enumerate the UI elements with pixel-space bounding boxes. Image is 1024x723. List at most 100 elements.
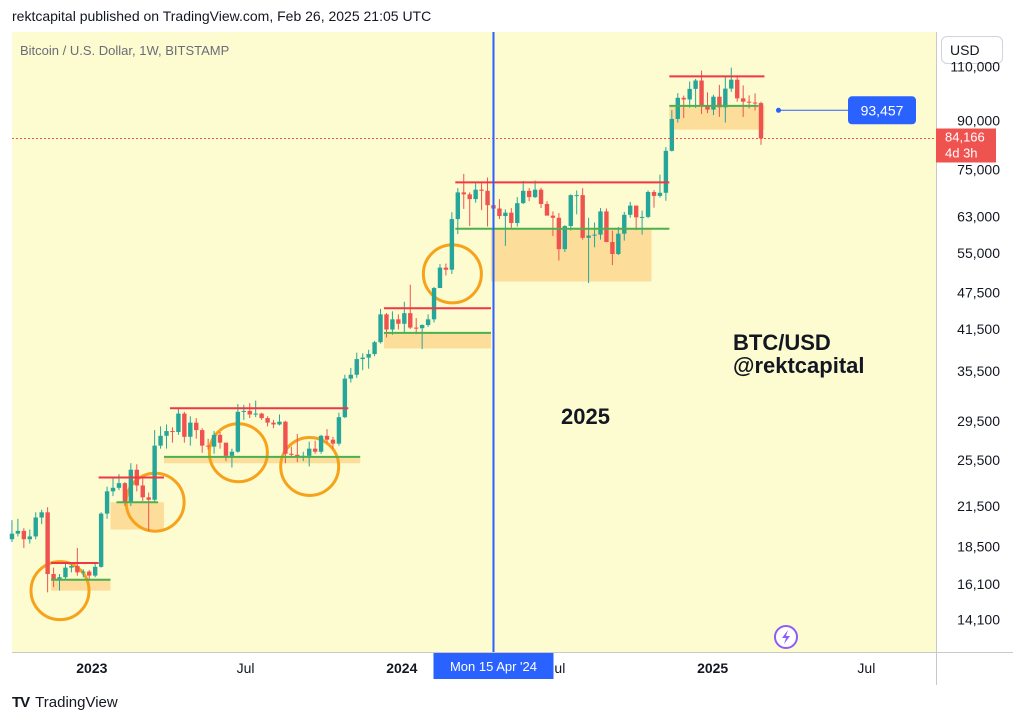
candle[interactable] [675,93,680,123]
candle[interactable] [443,263,449,276]
candle[interactable] [431,286,437,323]
candle[interactable] [277,414,282,426]
candle[interactable] [669,110,675,152]
candle[interactable] [414,318,419,335]
candle[interactable] [663,147,669,201]
candle[interactable] [188,416,193,446]
candle[interactable] [449,212,455,274]
candle[interactable] [705,92,710,114]
candle[interactable] [758,101,764,145]
candle[interactable] [544,201,550,216]
candle[interactable] [633,205,639,231]
candle[interactable] [437,264,443,289]
candle[interactable] [342,374,348,419]
candle[interactable] [45,507,50,593]
candle[interactable] [366,349,371,369]
candle[interactable] [158,426,163,449]
candle[interactable] [9,520,15,543]
candle[interactable] [241,404,247,420]
candle[interactable] [81,569,86,578]
candle[interactable] [604,208,609,243]
candle[interactable] [479,183,484,211]
candle[interactable] [687,81,692,108]
candle[interactable] [390,311,395,335]
candle[interactable] [217,431,223,449]
candle[interactable] [182,411,187,443]
candle[interactable] [271,419,276,429]
candle[interactable] [75,547,80,576]
candle[interactable] [229,448,235,468]
candle[interactable] [164,424,169,449]
candle[interactable] [199,428,205,453]
candle[interactable] [503,209,508,246]
currency-button[interactable]: USD [941,36,1003,64]
candle[interactable] [515,197,520,227]
candle[interactable] [521,180,526,204]
candle[interactable] [532,180,538,198]
candle[interactable] [550,211,556,236]
candle[interactable] [98,512,104,568]
candle[interactable] [467,192,472,227]
candle[interactable] [657,174,663,198]
candle[interactable] [87,569,92,579]
candle[interactable] [408,284,413,329]
candle[interactable] [235,403,241,453]
candle[interactable] [63,562,68,579]
candle[interactable] [645,190,651,219]
candle[interactable] [354,352,359,378]
candle[interactable] [485,177,490,227]
candle[interactable] [568,194,573,231]
candle[interactable] [223,442,229,462]
candle[interactable] [729,67,734,92]
candle[interactable] [735,75,740,102]
candle[interactable] [312,440,318,454]
candle[interactable] [473,181,478,203]
candle[interactable] [259,412,264,420]
candle[interactable] [110,477,116,497]
candle[interactable] [265,416,270,427]
candle[interactable] [378,308,383,344]
candle[interactable] [723,76,728,123]
candle[interactable] [170,427,175,443]
candle[interactable] [455,188,461,235]
candle[interactable] [425,314,431,327]
candle[interactable] [247,403,252,419]
candle[interactable] [526,188,532,202]
candle[interactable] [33,512,38,540]
candle[interactable] [402,301,407,334]
candle[interactable] [211,431,217,454]
candle[interactable] [360,353,365,371]
candle[interactable] [740,85,746,117]
candle[interactable] [21,528,27,548]
candle[interactable] [176,407,181,435]
candle[interactable] [639,210,645,235]
candle[interactable] [693,78,698,108]
price-marker-box[interactable] [848,96,916,125]
candle[interactable] [194,418,199,439]
candle[interactable] [616,226,621,256]
candle[interactable] [509,208,514,229]
candle[interactable] [140,477,145,502]
candle[interactable] [598,208,603,240]
candle[interactable] [592,222,597,248]
candle[interactable] [318,434,324,454]
candle[interactable] [622,211,627,241]
candle[interactable] [27,529,32,544]
candle[interactable] [419,324,425,350]
candle[interactable] [717,84,722,117]
candle[interactable] [348,367,354,383]
candle[interactable] [330,436,336,449]
candle[interactable] [461,173,466,209]
candle[interactable] [324,429,330,443]
candle[interactable] [146,492,151,531]
candle[interactable] [15,518,21,537]
candle[interactable] [128,463,134,506]
candle[interactable] [104,486,110,519]
candle[interactable] [580,188,585,240]
candle[interactable] [538,187,544,209]
candle[interactable] [752,93,758,111]
candle[interactable] [610,230,615,266]
candle[interactable] [396,314,401,330]
candle[interactable] [92,562,98,578]
